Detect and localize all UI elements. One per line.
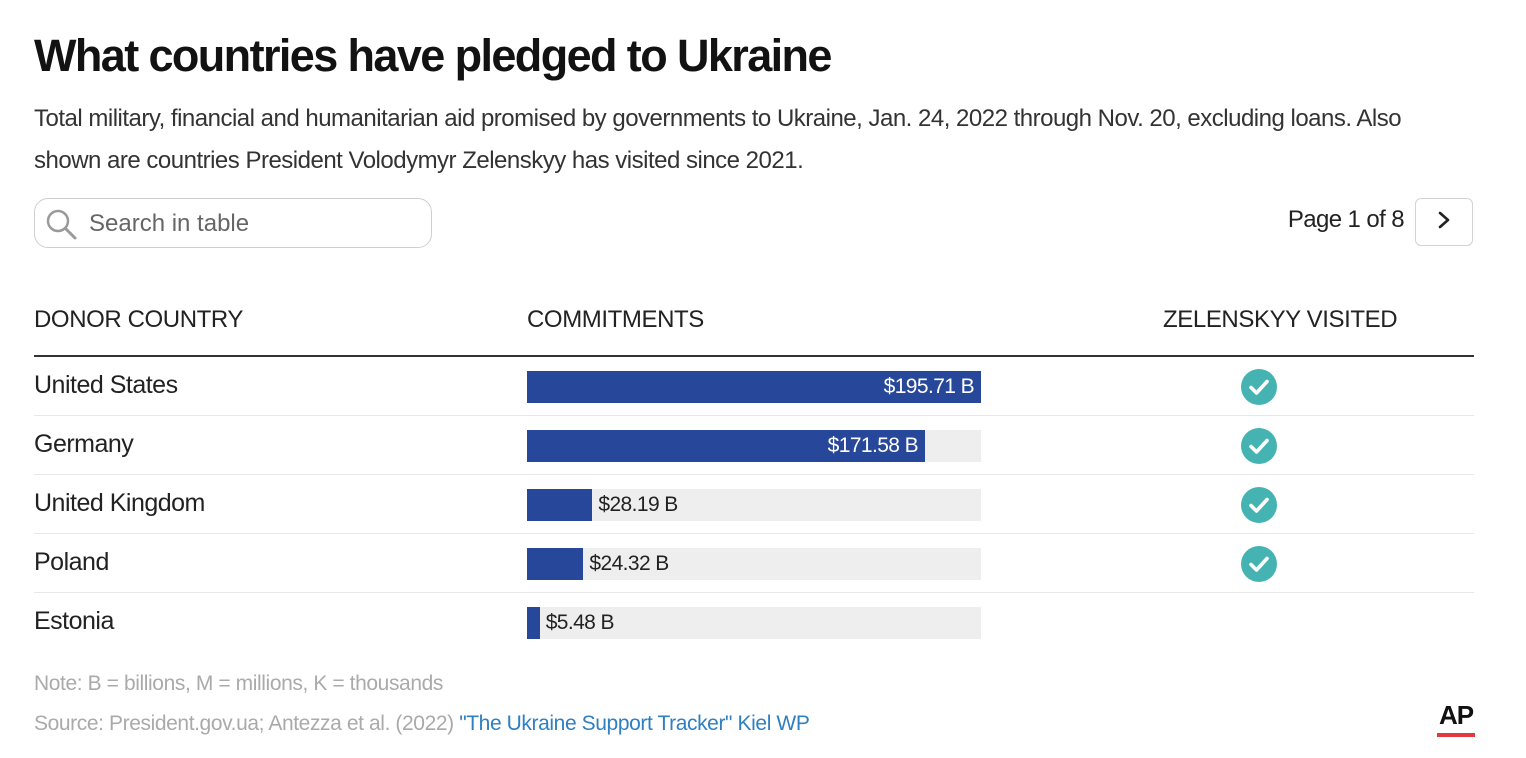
pagination-label: Page 1 of 8 bbox=[1287, 206, 1405, 233]
column-header-donor-country[interactable]: DONOR COUNTRY bbox=[34, 306, 244, 333]
donor-country: United States bbox=[34, 371, 178, 399]
header-divider bbox=[34, 355, 1474, 357]
source-link[interactable]: "The Ukraine Support Tracker" Kiel WP bbox=[459, 712, 810, 735]
column-header-zelenskyy-visited[interactable]: ZELENSKYY VISITED bbox=[1163, 306, 1398, 333]
check-circle-icon bbox=[1241, 487, 1277, 528]
commitment-label: $171.58 B bbox=[827, 434, 919, 457]
donor-country: Germany bbox=[34, 430, 134, 458]
ap-logo: AP bbox=[1437, 700, 1475, 737]
search-icon bbox=[43, 206, 79, 247]
donor-country: Poland bbox=[34, 548, 109, 576]
bar-track: $5.48 B bbox=[527, 607, 981, 639]
table-row: Estonia $5.48 B bbox=[34, 593, 1474, 652]
commitment-label: $28.19 B bbox=[598, 493, 678, 516]
bar-track: $195.71 B bbox=[527, 371, 981, 403]
page-subtitle: Total military, financial and humanitari… bbox=[34, 105, 1402, 174]
page-title: What countries have pledged to Ukraine bbox=[34, 30, 832, 81]
bar-track: $28.19 B bbox=[527, 489, 981, 521]
check-circle-icon bbox=[1241, 546, 1277, 587]
table-row: Germany $171.58 B bbox=[34, 416, 1474, 475]
check-circle-icon bbox=[1241, 369, 1277, 410]
commitment-bar bbox=[527, 430, 926, 462]
source-line: Source: President.gov.ua; Antezza et al.… bbox=[34, 712, 810, 736]
source-text: Source: President.gov.ua; Antezza et al.… bbox=[34, 712, 460, 735]
bar-track: $24.32 B bbox=[527, 548, 981, 580]
ap-logo-text: AP bbox=[1438, 700, 1474, 730]
commitment-bar bbox=[527, 371, 981, 403]
commitment-bar bbox=[527, 489, 593, 521]
commitment-label: $5.48 B bbox=[545, 611, 615, 634]
footnote: Note: B = billions, M = millions, K = th… bbox=[34, 672, 443, 695]
search-box[interactable] bbox=[34, 198, 432, 248]
commitment-bar bbox=[527, 607, 540, 639]
next-page-button[interactable] bbox=[1415, 198, 1473, 246]
donor-country: United Kingdom bbox=[34, 489, 205, 517]
commitment-bar bbox=[527, 548, 584, 580]
table-row: United Kingdom $28.19 B bbox=[34, 475, 1474, 534]
bar-track: $171.58 B bbox=[527, 430, 981, 462]
chevron-right-icon bbox=[1434, 210, 1454, 235]
ap-logo-bar bbox=[1437, 733, 1475, 737]
table-row: Poland $24.32 B bbox=[34, 534, 1474, 593]
search-input[interactable] bbox=[87, 207, 421, 241]
table-row: United States $195.71 B bbox=[34, 357, 1474, 416]
donor-country: Estonia bbox=[34, 607, 114, 635]
column-header-commitments[interactable]: COMMITMENTS bbox=[527, 306, 704, 333]
commitment-label: $195.71 B bbox=[883, 375, 975, 398]
commitment-label: $24.32 B bbox=[589, 552, 669, 575]
check-circle-icon bbox=[1241, 428, 1277, 469]
